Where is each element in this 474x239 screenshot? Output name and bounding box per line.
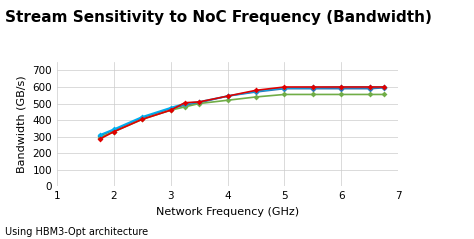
Add [139, 115, 145, 118]
Copy [367, 87, 373, 90]
Scale [253, 96, 259, 98]
Triad [168, 109, 173, 112]
Triad [111, 130, 117, 133]
Add [182, 102, 188, 105]
Add [310, 86, 316, 89]
Copy [111, 129, 117, 131]
Scale [381, 93, 387, 96]
Copy [381, 86, 387, 89]
Add [196, 100, 202, 103]
Triad [139, 118, 145, 121]
Scale [111, 130, 117, 133]
Copy [282, 87, 287, 90]
Add [253, 90, 259, 92]
Scale [139, 118, 145, 121]
Triad [225, 95, 230, 98]
Add [367, 86, 373, 88]
Copy [196, 101, 202, 104]
Add [338, 86, 344, 88]
Copy [338, 87, 344, 90]
Scale [367, 93, 373, 96]
Line: Scale: Scale [98, 92, 386, 140]
Copy [310, 87, 316, 90]
Copy [97, 135, 102, 137]
Add [97, 134, 102, 136]
Text: Stream Sensitivity to NoC Frequency (Bandwidth): Stream Sensitivity to NoC Frequency (Ban… [5, 10, 432, 25]
Add [225, 95, 230, 98]
Scale [310, 93, 316, 96]
Scale [338, 93, 344, 96]
Line: Triad: Triad [98, 85, 386, 141]
Triad [338, 86, 344, 88]
Triad [182, 101, 188, 104]
Copy [182, 104, 188, 107]
Add [168, 106, 173, 109]
Triad [381, 86, 387, 88]
Scale [97, 136, 102, 139]
Scale [282, 93, 287, 96]
Add [381, 86, 387, 88]
Line: Copy: Copy [98, 86, 386, 138]
Scale [225, 99, 230, 102]
Copy [225, 95, 230, 98]
Scale [196, 102, 202, 105]
Triad [367, 86, 373, 88]
Triad [97, 138, 102, 141]
Triad [282, 86, 287, 88]
Triad [196, 100, 202, 103]
Triad [253, 89, 259, 92]
Scale [182, 105, 188, 108]
Scale [168, 109, 173, 112]
Copy [253, 91, 259, 93]
Y-axis label: Bandwidth (GB/s): Bandwidth (GB/s) [17, 76, 27, 173]
Add [111, 128, 117, 131]
Line: Add: Add [98, 85, 386, 137]
X-axis label: Network Frequency (GHz): Network Frequency (GHz) [156, 207, 299, 217]
Add [282, 86, 287, 89]
Text: Using HBM3-Opt architecture: Using HBM3-Opt architecture [5, 227, 148, 237]
Copy [139, 116, 145, 119]
Triad [310, 86, 316, 88]
Copy [168, 107, 173, 110]
